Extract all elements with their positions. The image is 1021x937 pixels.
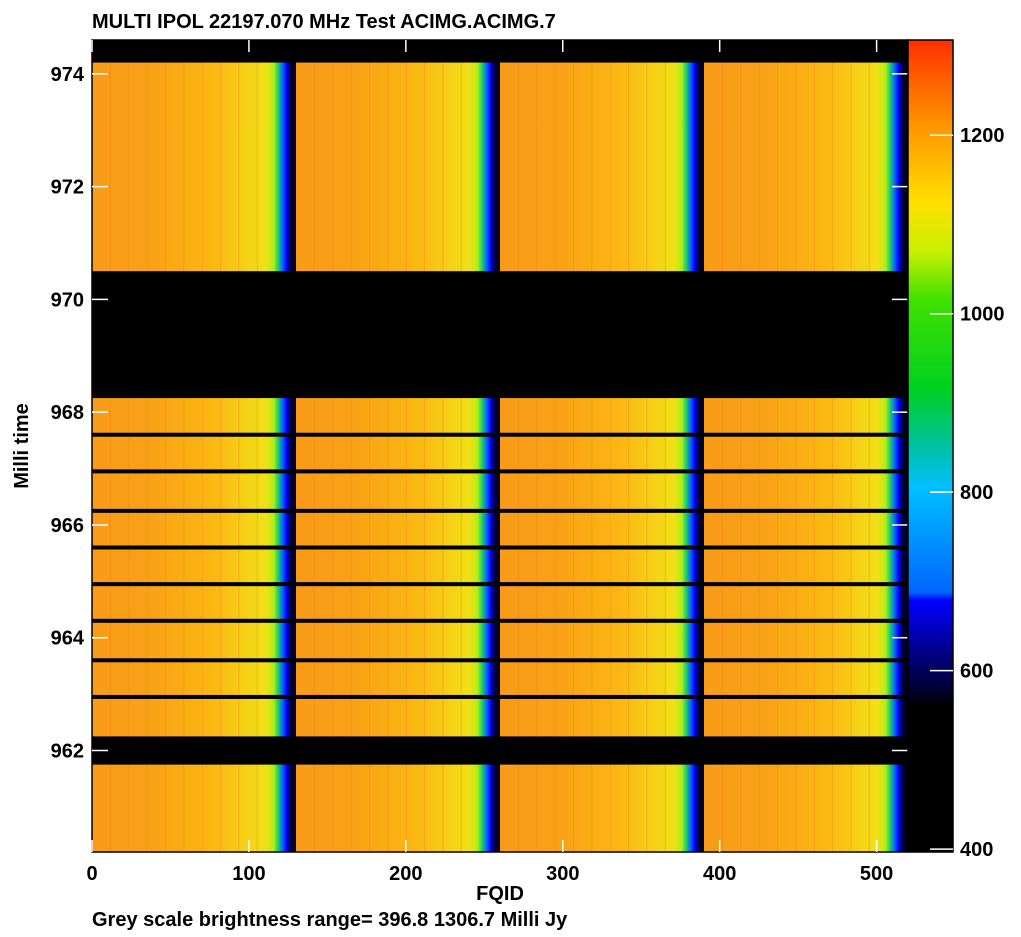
y-tick-label: 964 (51, 628, 85, 650)
x-axis: 0 100 200 300 400 500 (86, 40, 893, 885)
colorbar-axis: 400 600 800 1000 1200 (930, 125, 1005, 861)
flagged-time-line (92, 469, 908, 474)
flagged-time-band (92, 40, 908, 63)
x-tick-label: 500 (860, 863, 893, 885)
x-tick-label: 300 (546, 863, 579, 885)
plot-area (92, 40, 908, 852)
y-axis-label: Milli time (11, 403, 33, 489)
colorbar-tick-label: 1000 (960, 304, 1005, 326)
x-tick-label: 100 (232, 863, 265, 885)
channel-block (92, 40, 296, 852)
colorbar-tick-label: 600 (960, 661, 993, 683)
x-tick-label: 0 (86, 863, 97, 885)
flagged-time-band (92, 736, 908, 765)
y-tick-label: 972 (51, 177, 84, 199)
y-tick-label: 962 (51, 741, 84, 763)
flagged-time-line (92, 694, 908, 699)
y-tick-label: 968 (51, 402, 84, 424)
chart-title: MULTI IPOL 22197.070 MHz Test ACIMG.ACIM… (92, 11, 556, 33)
flagged-time-line (92, 545, 908, 550)
channel-block (704, 40, 908, 852)
flagged-time-line (92, 432, 908, 437)
x-axis-label: FQID (476, 883, 524, 905)
y-axis: 962 964 966 968 970 972 974 (51, 64, 908, 763)
x-tick-label: 400 (703, 863, 736, 885)
flagged-time-line (92, 582, 908, 587)
y-tick-label: 974 (51, 64, 85, 86)
colorbar-tick-label: 800 (960, 482, 993, 504)
flagged-time-line (92, 508, 908, 513)
y-tick-label: 970 (51, 289, 84, 311)
channel-block (296, 40, 500, 852)
flagged-time-band (92, 271, 908, 399)
flagged-time-line (92, 618, 908, 623)
y-tick-label: 966 (51, 515, 84, 537)
channel-block (500, 40, 704, 852)
brightness-range-footer: Grey scale brightness range= 396.8 1306.… (92, 909, 568, 931)
colorbar-tick-label: 1200 (960, 125, 1005, 147)
flagged-time-line (92, 658, 908, 663)
colorbar-tick-label: 400 (960, 839, 993, 861)
x-tick-label: 200 (389, 863, 422, 885)
colorbar (907, 39, 954, 853)
